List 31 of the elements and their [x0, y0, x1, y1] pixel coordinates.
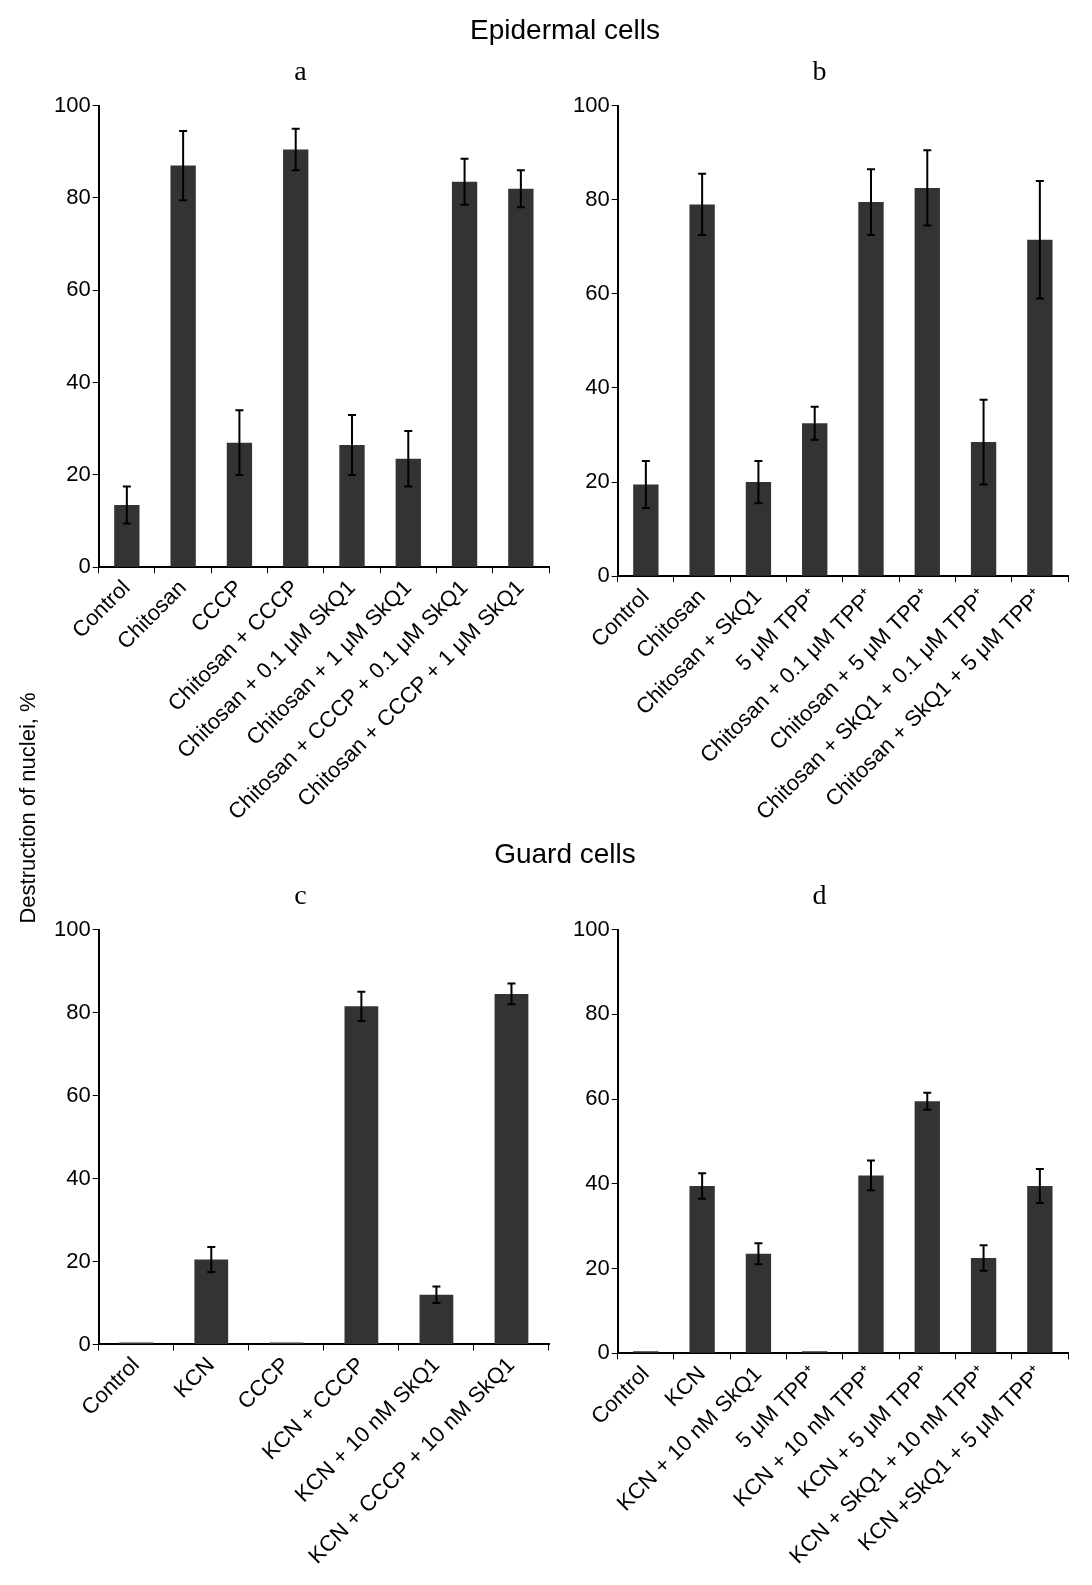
y-tick-label: 80: [585, 1000, 610, 1026]
y-tick-label: 80: [585, 185, 610, 211]
y-tick-label: 60: [66, 276, 91, 302]
y-tick-label: 40: [66, 368, 91, 394]
text: Epidermal cells: [470, 14, 660, 45]
text: Guard cells: [494, 838, 636, 869]
y-tick-label: 80: [66, 184, 91, 209]
chart-title: b: [812, 55, 827, 87]
y-tick-label: 20: [66, 1247, 91, 1273]
y-tick-label: 60: [585, 1085, 610, 1111]
chart-title: a: [294, 55, 308, 87]
y-axis-title: Destruction of nuclei, %: [15, 692, 41, 924]
y-tick-label: 0: [597, 1339, 610, 1365]
y-tick-label: 0: [597, 562, 610, 588]
y-tick-label: 20: [66, 461, 91, 487]
y-tick-label: 60: [585, 279, 610, 305]
y-tick-label: 100: [572, 91, 610, 117]
y-tick-label: 60: [66, 1081, 91, 1107]
y-tick-label: 100: [572, 915, 610, 941]
y-tick-label: 80: [66, 998, 91, 1024]
chart-title: c: [294, 879, 307, 911]
y-tick-label: 100: [53, 915, 91, 941]
y-tick-label: 40: [585, 374, 610, 400]
y-tick-label: 40: [585, 1169, 610, 1195]
y-tick-label: 20: [585, 1254, 610, 1280]
y-tick-label: 20: [585, 468, 610, 494]
chart-title: d: [812, 879, 827, 911]
y-tick-label: 100: [53, 91, 91, 117]
y-tick-label: 40: [66, 1164, 91, 1190]
y-tick-label: 0: [78, 553, 91, 579]
y-tick-label: 0: [78, 1330, 91, 1356]
